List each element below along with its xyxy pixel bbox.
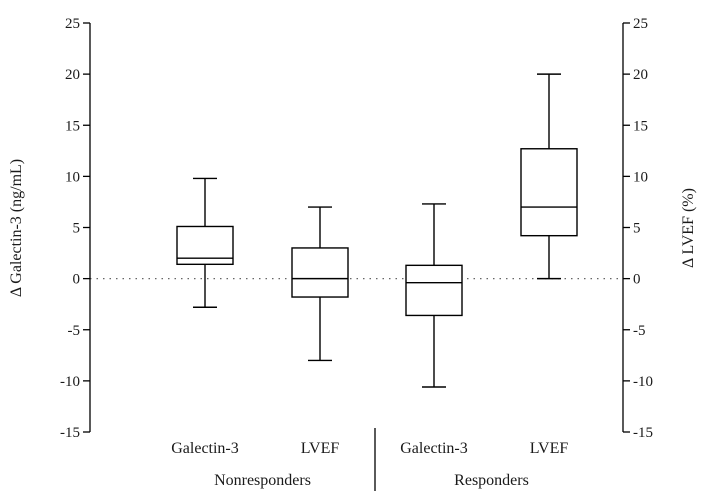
right-tick-label: -15 xyxy=(633,425,653,441)
left-tick-label: 20 xyxy=(65,67,80,83)
category-label: LVEF xyxy=(301,440,340,457)
right-y-axis: 25 20 15 10 5 0 -5 -10 -15 xyxy=(622,16,653,441)
box-responders-galectin-3 xyxy=(405,203,463,388)
box-series xyxy=(176,73,578,388)
box-nonresponders-galectin-3 xyxy=(176,177,234,308)
iqr-box xyxy=(405,264,463,317)
left-tick-label: -5 xyxy=(68,323,81,339)
left-tick-label: 25 xyxy=(65,16,80,32)
left-tick-label: -15 xyxy=(60,425,80,441)
group-label: Nonresponders xyxy=(214,472,311,489)
right-tick-label: 5 xyxy=(633,221,641,237)
category-labels: Galectin-3 LVEF Nonresponders Galectin-3 LVE… xyxy=(171,440,568,489)
right-axis-title: Δ LVEF (%) xyxy=(680,188,697,268)
group-label: Responders xyxy=(454,472,529,489)
box-responders-lvef xyxy=(520,73,578,280)
category-label: Galectin-3 xyxy=(400,440,468,457)
left-axis-title: Δ Galectin-3 (ng/mL) xyxy=(8,159,25,297)
right-tick-label: 10 xyxy=(633,169,648,185)
left-tick-label: -10 xyxy=(60,374,80,390)
left-tick-label: 15 xyxy=(65,118,80,134)
category-label: Galectin-3 xyxy=(171,440,239,457)
right-tick-label: 25 xyxy=(633,16,648,32)
category-label: LVEF xyxy=(530,440,569,457)
right-tick-label: -5 xyxy=(633,323,646,339)
iqr-box xyxy=(291,247,349,298)
left-tick-label: 0 xyxy=(73,272,81,288)
box-nonresponders-lvef xyxy=(291,206,349,362)
right-tick-label: 15 xyxy=(633,118,648,134)
right-tick-label: 20 xyxy=(633,67,648,83)
left-y-axis: 25 20 15 10 5 0 -5 -10 -15 xyxy=(60,16,91,441)
left-tick-label: 5 xyxy=(73,221,81,237)
left-tick-label: 10 xyxy=(65,169,80,185)
iqr-box xyxy=(520,148,578,237)
right-tick-label: 0 xyxy=(633,272,641,288)
right-tick-label: -10 xyxy=(633,374,653,390)
